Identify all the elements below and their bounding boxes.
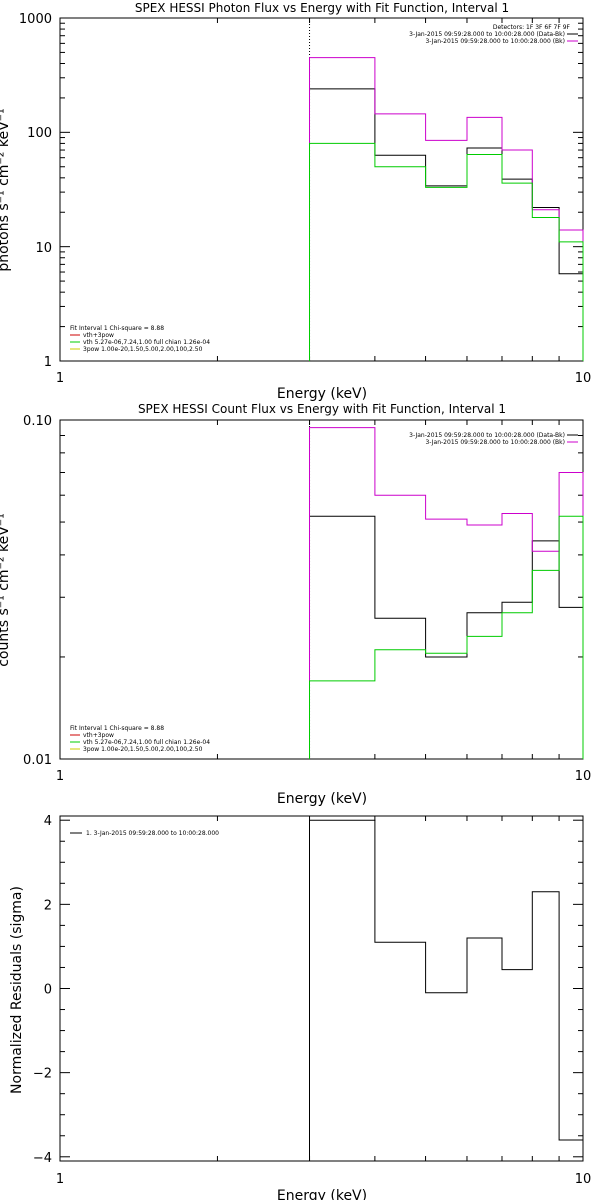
photon-flux-legend-pow: 3pow 1.00e-20,1.50,5.00,2.00,100,2.50 [83, 346, 203, 353]
count-flux-ytick-001: 0.01 [23, 753, 52, 768]
photon-flux-legend-left: Fit Interval 1 Chi-square = 8.88 vth+3po… [70, 325, 210, 353]
count-flux-legend-bk: 3-Jan-2015 09:59:28.000 to 10:00:28.000 … [425, 439, 565, 446]
series-0-step-line [309, 515, 584, 759]
residuals-ytick: 0 [44, 983, 52, 998]
photon-flux-xlabel: Energy (keV) [277, 386, 367, 402]
count-flux-legend-total: vth+3pow [83, 732, 114, 739]
residuals-xtick-1: 1 [56, 1172, 64, 1187]
residuals-ytick: −2 [33, 1067, 52, 1082]
photon-flux-legend-total: vth+3pow [83, 332, 114, 339]
residuals-xtick-10: 10 [575, 1172, 592, 1187]
photon-flux-ytick-10: 10 [35, 241, 52, 256]
count-flux-ytick-010: 0.10 [23, 414, 52, 429]
series-2-step-line [309, 142, 584, 361]
photon-flux-legend-bk: 3-Jan-2015 09:59:28.000 to 10:00:28.000 … [425, 38, 565, 45]
residuals-ytick: 2 [44, 898, 52, 913]
photon-flux-ylabel: photons s⁻¹ cm⁻² keV⁻¹ [0, 108, 12, 271]
photon-flux-legend-vth: vth 5.27e-06,7.24,1.00 full chian 1.26e-… [83, 339, 210, 346]
series-0-step-line [309, 819, 583, 1161]
count-flux-legend-vth: vth 5.27e-06,7.24,1.00 full chian 1.26e-… [83, 739, 210, 746]
residuals-xlabel: Energy (keV) [277, 1188, 367, 1200]
photon-flux-legend-right: Detectors: 1F 3F 6F 7F 9F 3-Jan-2015 09:… [409, 24, 578, 45]
photon-flux-legend-detectors: Detectors: 1F 3F 6F 7F 9F [493, 24, 571, 31]
count-flux-plot-area [59, 419, 584, 760]
residuals-yticks: −4 −2 0 2 4 [33, 814, 52, 1166]
count-flux-legend-fit: Fit Interval 1 Chi-square = 8.88 [70, 725, 164, 732]
photon-flux-frame [59, 17, 584, 362]
photon-flux-ytick-1: 1 [44, 355, 52, 370]
photon-flux-ytick-1000: 1000 [19, 12, 52, 27]
photon-flux-panel: SPEX HESSI Photon Flux vs Energy with Fi… [0, 1, 591, 402]
photon-flux-title: SPEX HESSI Photon Flux vs Energy with Fi… [135, 1, 509, 15]
count-flux-xtick-1: 1 [56, 769, 64, 784]
count-flux-xlabel: Energy (keV) [277, 791, 367, 807]
photon-flux-legend-fit: Fit Interval 1 Chi-square = 8.88 [70, 325, 164, 332]
photon-flux-xtick-1: 1 [56, 371, 64, 386]
residuals-legend: 1. 3-Jan-2015 09:59:28.000 to 10:00:28.0… [70, 830, 219, 837]
photon-flux-ytick-100: 100 [27, 126, 52, 141]
residuals-legend-label: 1. 3-Jan-2015 09:59:28.000 to 10:00:28.0… [86, 830, 219, 837]
count-flux-xtick-10: 10 [575, 769, 592, 784]
count-flux-legend-pow: 3pow 1.00e-20,1.50,5.00,2.00,100,2.50 [83, 746, 203, 753]
residuals-ytick: 4 [44, 814, 52, 829]
count-flux-title: SPEX HESSI Count Flux vs Energy with Fit… [138, 402, 506, 416]
count-flux-legend-databk: 3-Jan-2015 09:59:28.000 to 10:00:28.000 … [409, 432, 565, 439]
residuals-plot-area [59, 816, 584, 1161]
series-1-step-line [309, 427, 584, 759]
residuals-panel: Energy (keV) Normalized Residuals (sigma… [9, 814, 591, 1200]
photon-flux-plot-area [59, 17, 584, 362]
count-flux-panel: SPEX HESSI Count Flux vs Energy with Fit… [0, 402, 591, 807]
count-flux-ylabel: counts s⁻¹ cm⁻² keV⁻¹ [0, 513, 12, 667]
count-flux-legend-right: 3-Jan-2015 09:59:28.000 to 10:00:28.000 … [409, 432, 578, 446]
photon-flux-xtick-10: 10 [575, 371, 592, 386]
count-flux-legend-left: Fit Interval 1 Chi-square = 8.88 vth+3po… [70, 725, 210, 753]
series-2-step-line [309, 515, 584, 759]
residuals-ylabel: Normalized Residuals (sigma) [9, 886, 25, 1094]
residuals-ytick: −4 [33, 1151, 52, 1166]
photon-flux-legend-databk: 3-Jan-2015 09:59:28.000 to 10:00:28.000 … [409, 31, 565, 38]
